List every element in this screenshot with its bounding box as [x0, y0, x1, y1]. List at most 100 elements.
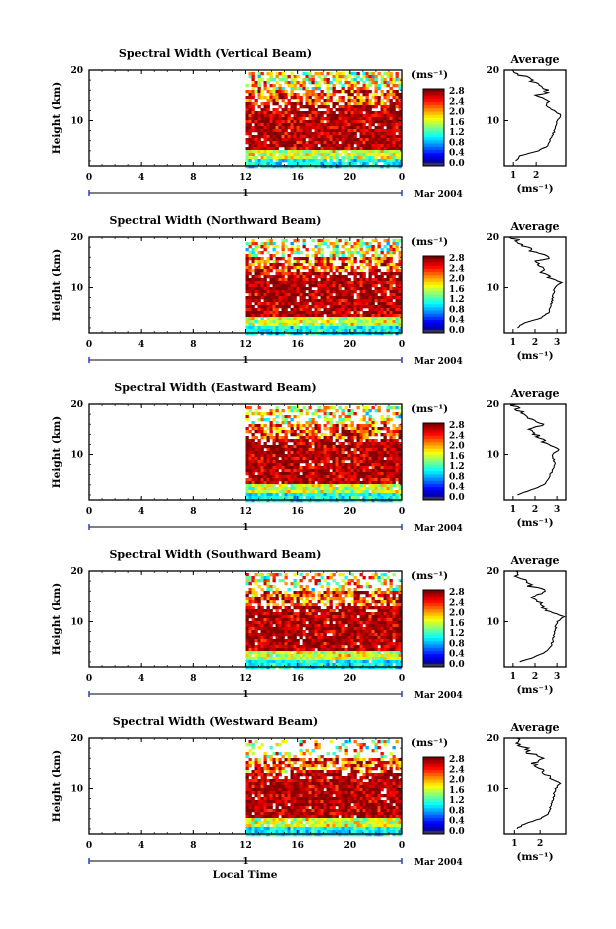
- heatmap-cell: [371, 272, 375, 276]
- heatmap-cell: [392, 493, 396, 497]
- heatmap-cell: [353, 114, 357, 118]
- heatmap-cell: [314, 487, 318, 491]
- heatmap-cell: [362, 281, 366, 285]
- heatmap-cell: [248, 406, 252, 410]
- heatmap-cell: [290, 153, 294, 157]
- heatmap-cell: [356, 123, 360, 127]
- heatmap-cell: [269, 660, 273, 664]
- heatmap-cell: [245, 329, 249, 333]
- heatmap-cell: [254, 254, 258, 258]
- heatmap-cell: [347, 90, 351, 94]
- heatmap-cell: [284, 245, 288, 249]
- heatmap-cell: [284, 156, 288, 160]
- y-axis-label: Height (km): [51, 416, 63, 488]
- heatmap-cell: [320, 451, 324, 455]
- heatmap-cell: [320, 469, 324, 473]
- heatmap-cell: [341, 147, 345, 151]
- heatmap-cell: [281, 132, 285, 136]
- heatmap-cell: [251, 412, 255, 416]
- heatmap-cell: [275, 251, 279, 255]
- heatmap-cell: [314, 445, 318, 449]
- heatmap-cell: [380, 305, 384, 309]
- heatmap-cell: [398, 314, 402, 318]
- heatmap-cell: [323, 454, 327, 458]
- heatmap-cell: [365, 430, 369, 434]
- heatmap-cell: [341, 245, 345, 249]
- heatmap-cell: [374, 281, 378, 285]
- heatmap-cell: [368, 284, 372, 288]
- heatmap-cell: [296, 287, 300, 291]
- heatmap-cell: [335, 162, 339, 166]
- heatmap-cell: [311, 421, 315, 425]
- heatmap-cell: [269, 120, 273, 124]
- heatmap-cell: [368, 114, 372, 118]
- heatmap-cell: [392, 311, 396, 315]
- heatmap-cell: [287, 430, 291, 434]
- heatmap-cell: [326, 445, 330, 449]
- heatmap-cell: [269, 657, 273, 661]
- heatmap-cell: [386, 478, 390, 482]
- heatmap-cell: [284, 293, 288, 297]
- heatmap-cell: [332, 120, 336, 124]
- heatmap-cell: [389, 144, 393, 148]
- heatmap-cell: [254, 266, 258, 270]
- heatmap-cell: [269, 162, 273, 166]
- heatmap-cell: [377, 299, 381, 303]
- heatmap-cell: [302, 138, 306, 142]
- heatmap-cell: [323, 302, 327, 306]
- heatmap-cell: [287, 439, 291, 443]
- heatmap-cell: [317, 147, 321, 151]
- heatmap-cell: [350, 108, 354, 112]
- heatmap-cell: [263, 108, 267, 112]
- heatmap-cell: [245, 496, 249, 500]
- heatmap-cell: [275, 156, 279, 160]
- heatmap-cell: [257, 320, 261, 324]
- heatmap-cell: [374, 93, 378, 97]
- heatmap-cell: [293, 120, 297, 124]
- heatmap-cell: [281, 72, 285, 76]
- heatmap-cell: [308, 329, 312, 333]
- heatmap-cell: [380, 81, 384, 85]
- heatmap-cell: [293, 117, 297, 121]
- heatmap-cell: [254, 81, 258, 85]
- heatmap-cell: [311, 150, 315, 154]
- colorbar-segment: [423, 300, 444, 305]
- heatmap-cell: [281, 251, 285, 255]
- heatmap-cell: [248, 439, 252, 443]
- heatmap-cell: [308, 287, 312, 291]
- heatmap-cell: [251, 427, 255, 431]
- heatmap-cell: [263, 576, 267, 580]
- heatmap-cell: [341, 421, 345, 425]
- heatmap-cell: [335, 72, 339, 76]
- heatmap-cell: [380, 93, 384, 97]
- heatmap-cell: [320, 272, 324, 276]
- heatmap-cell: [359, 96, 363, 100]
- heatmap-cell: [323, 141, 327, 145]
- heatmap-cell: [278, 120, 282, 124]
- heatmap-cell: [296, 147, 300, 151]
- heatmap-cell: [305, 314, 309, 318]
- heatmap-cell: [329, 156, 333, 160]
- heatmap-cell: [266, 618, 270, 622]
- heatmap-cell: [323, 493, 327, 497]
- heatmap-cell: [374, 466, 378, 470]
- heatmap-cell: [293, 475, 297, 479]
- heatmap-cell: [371, 78, 375, 82]
- heatmap-cell: [341, 150, 345, 154]
- heatmap-cell: [359, 323, 363, 327]
- heatmap-cell: [398, 454, 402, 458]
- heatmap-cell: [293, 490, 297, 494]
- heatmap-cell: [341, 436, 345, 440]
- heatmap-cell: [257, 105, 261, 109]
- heatmap-cell: [311, 311, 315, 315]
- heatmap-cell: [251, 287, 255, 291]
- heatmap-cell: [311, 436, 315, 440]
- heatmap-cell: [272, 111, 276, 115]
- heatmap-cell: [269, 290, 273, 294]
- heatmap-cell: [254, 609, 258, 613]
- heatmap-cell: [245, 624, 249, 628]
- heatmap-cell: [287, 263, 291, 267]
- heatmap-cell: [254, 99, 258, 103]
- heatmap-cell: [365, 487, 369, 491]
- heatmap-cell: [299, 448, 303, 452]
